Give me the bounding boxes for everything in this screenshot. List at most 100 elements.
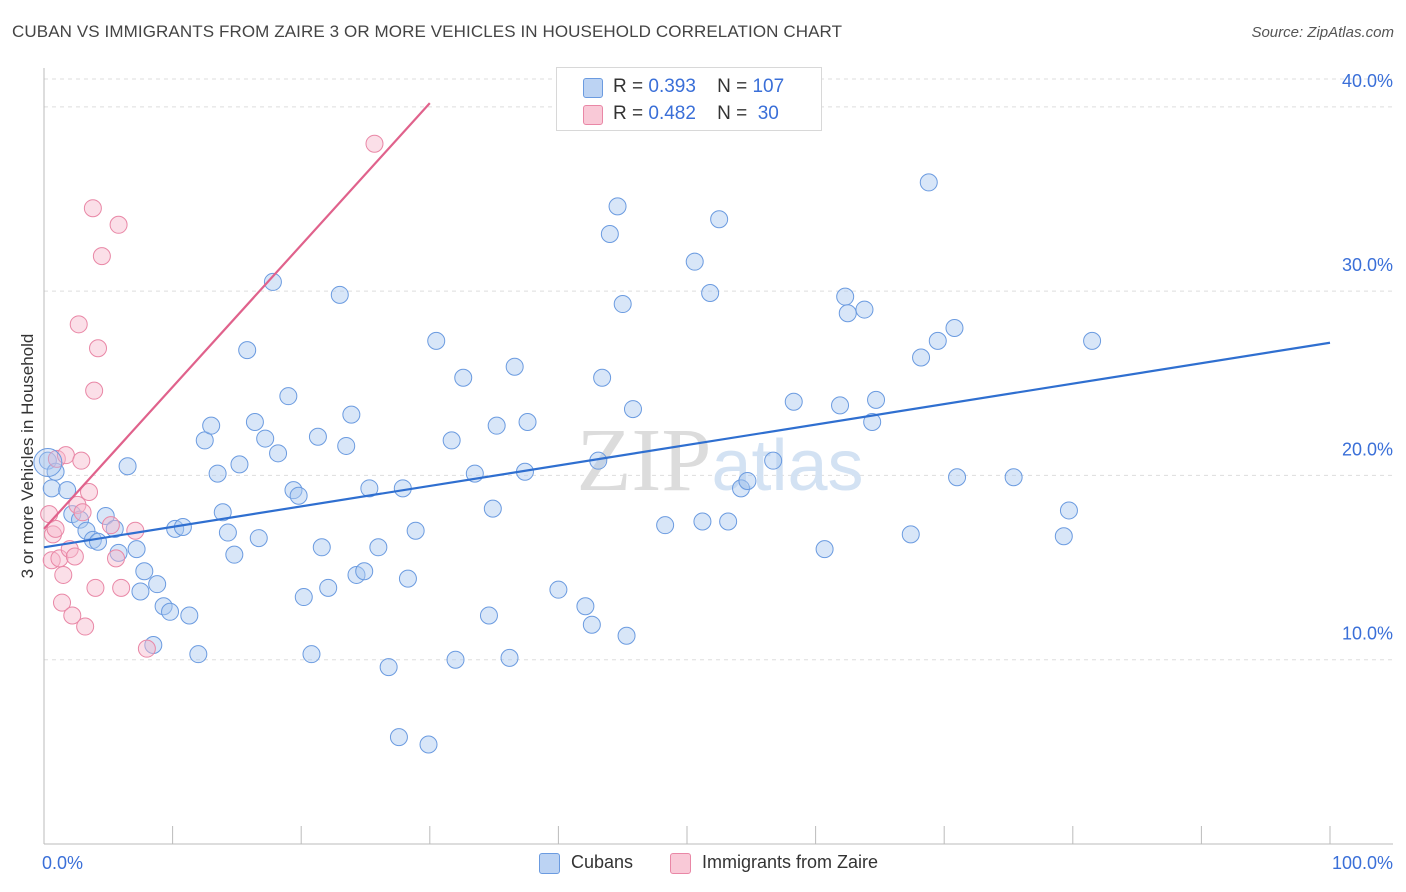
cubans-point <box>427 331 446 350</box>
cubans-point <box>836 287 855 306</box>
cubans-point <box>284 481 303 500</box>
bottom-legend-swatch-cubans <box>539 853 560 874</box>
bottom-legend-swatch-zaire <box>670 853 691 874</box>
cubans-point <box>312 538 331 557</box>
cubans-point <box>355 562 374 581</box>
cubans-point <box>245 412 264 431</box>
cubans-point <box>831 396 850 415</box>
cubans-point <box>867 390 886 409</box>
cubans-point <box>33 448 63 478</box>
cubans-point <box>342 405 361 424</box>
cubans-trend-line <box>43 341 1331 549</box>
y-tick-label: 20.0% <box>1342 439 1393 459</box>
cubans-point <box>389 728 408 747</box>
bottom-legend-label-cubans: Cubans <box>571 852 634 872</box>
cubans-point <box>419 735 438 754</box>
legend-n-label: N = <box>717 103 748 124</box>
y-tick-label: 30.0% <box>1342 255 1393 275</box>
cubans-point <box>487 416 506 435</box>
cubans-point <box>379 658 398 677</box>
cubans-point <box>608 197 627 216</box>
stats-legend: R = 0.393 N = 107 R = 0.482 N = 30 <box>556 67 822 131</box>
cubans-point <box>269 444 288 463</box>
zaire-point <box>42 551 61 570</box>
cubans-point <box>1059 501 1078 520</box>
cubans-point <box>912 348 931 367</box>
zaire-point <box>73 503 92 522</box>
legend-swatch-cubans <box>583 78 603 98</box>
cubans-point <box>263 272 282 291</box>
cubans-point <box>1054 527 1073 546</box>
zaire-point <box>107 549 126 568</box>
chart-title: CUBAN VS IMMIGRANTS FROM ZAIRE 3 OR MORE… <box>12 22 843 41</box>
zaire-point <box>76 617 95 636</box>
tick-labels: 10.0% 20.0% 30.0% 40.0% 0.0% 100.0% <box>42 71 1393 873</box>
zaire-point <box>101 516 120 535</box>
cubans-point <box>719 512 738 531</box>
cubans-point <box>202 416 221 435</box>
cubans-point <box>58 481 77 500</box>
zaire-point <box>54 565 73 584</box>
zaire-point <box>112 578 131 597</box>
cubans-point <box>218 523 237 542</box>
cubans-point <box>238 341 257 360</box>
cubans-point <box>901 525 920 544</box>
cubans-point <box>135 562 154 581</box>
legend-r-value: 0.482 <box>648 103 696 124</box>
x-tick-label: 100.0% <box>1332 853 1393 873</box>
zaire-point <box>89 339 108 358</box>
cubans-point <box>518 412 537 431</box>
zaire-point <box>69 315 88 334</box>
cubans-point <box>593 368 612 387</box>
cubans-point <box>446 650 465 669</box>
cubans-point <box>225 545 244 564</box>
legend-r-value: 0.393 <box>648 76 696 97</box>
legend-r-label: R = <box>613 103 644 124</box>
cubans-point <box>131 582 150 601</box>
cubans-point <box>161 602 180 621</box>
cubans-point <box>127 540 146 559</box>
zaire-point <box>65 547 84 566</box>
cubans-point <box>1004 468 1023 487</box>
y-tick-label: 40.0% <box>1342 71 1393 91</box>
cubans-point <box>500 648 519 667</box>
zaire-trend-line <box>43 102 431 530</box>
cubans-point <box>863 412 882 431</box>
legend-n-value: 30 <box>757 103 779 124</box>
cubans-point <box>454 368 473 387</box>
y-axis-label: 3 or more Vehicles in Household <box>18 334 37 579</box>
zaire-point <box>137 639 156 658</box>
cubans-point <box>89 532 108 551</box>
x-tick-label: 0.0% <box>42 853 83 873</box>
watermark: ZIPatlas <box>576 411 863 510</box>
legend-swatch-zaire <box>583 105 603 125</box>
zaire-point <box>126 521 145 540</box>
axes <box>43 68 1393 845</box>
cubans-point <box>945 319 964 337</box>
zaire-point <box>109 215 128 234</box>
cubans-point <box>148 575 167 594</box>
cubans-point <box>256 429 275 448</box>
source-label: Source: ZipAtlas.com <box>1251 24 1394 41</box>
cubans-point <box>710 210 729 229</box>
cubans-point <box>600 225 619 244</box>
cubans-point <box>613 295 632 314</box>
y-tick-label: 10.0% <box>1342 624 1393 644</box>
cubans-point <box>302 645 321 664</box>
cubans-point <box>406 521 425 540</box>
cubans-point <box>369 538 388 557</box>
cubans-point <box>948 468 967 487</box>
cubans-point <box>838 304 857 323</box>
cubans-point <box>294 588 313 607</box>
legend-n-value: 107 <box>752 76 785 97</box>
zaire-point <box>46 519 65 538</box>
zaire-point <box>83 199 102 218</box>
cubans-point <box>693 512 712 531</box>
cubans-point <box>576 597 595 616</box>
cubans-point <box>289 486 308 505</box>
cubans-point <box>784 392 803 411</box>
cubans-point <box>118 457 137 476</box>
cubans-point <box>189 645 208 664</box>
zaire-point <box>63 606 82 625</box>
